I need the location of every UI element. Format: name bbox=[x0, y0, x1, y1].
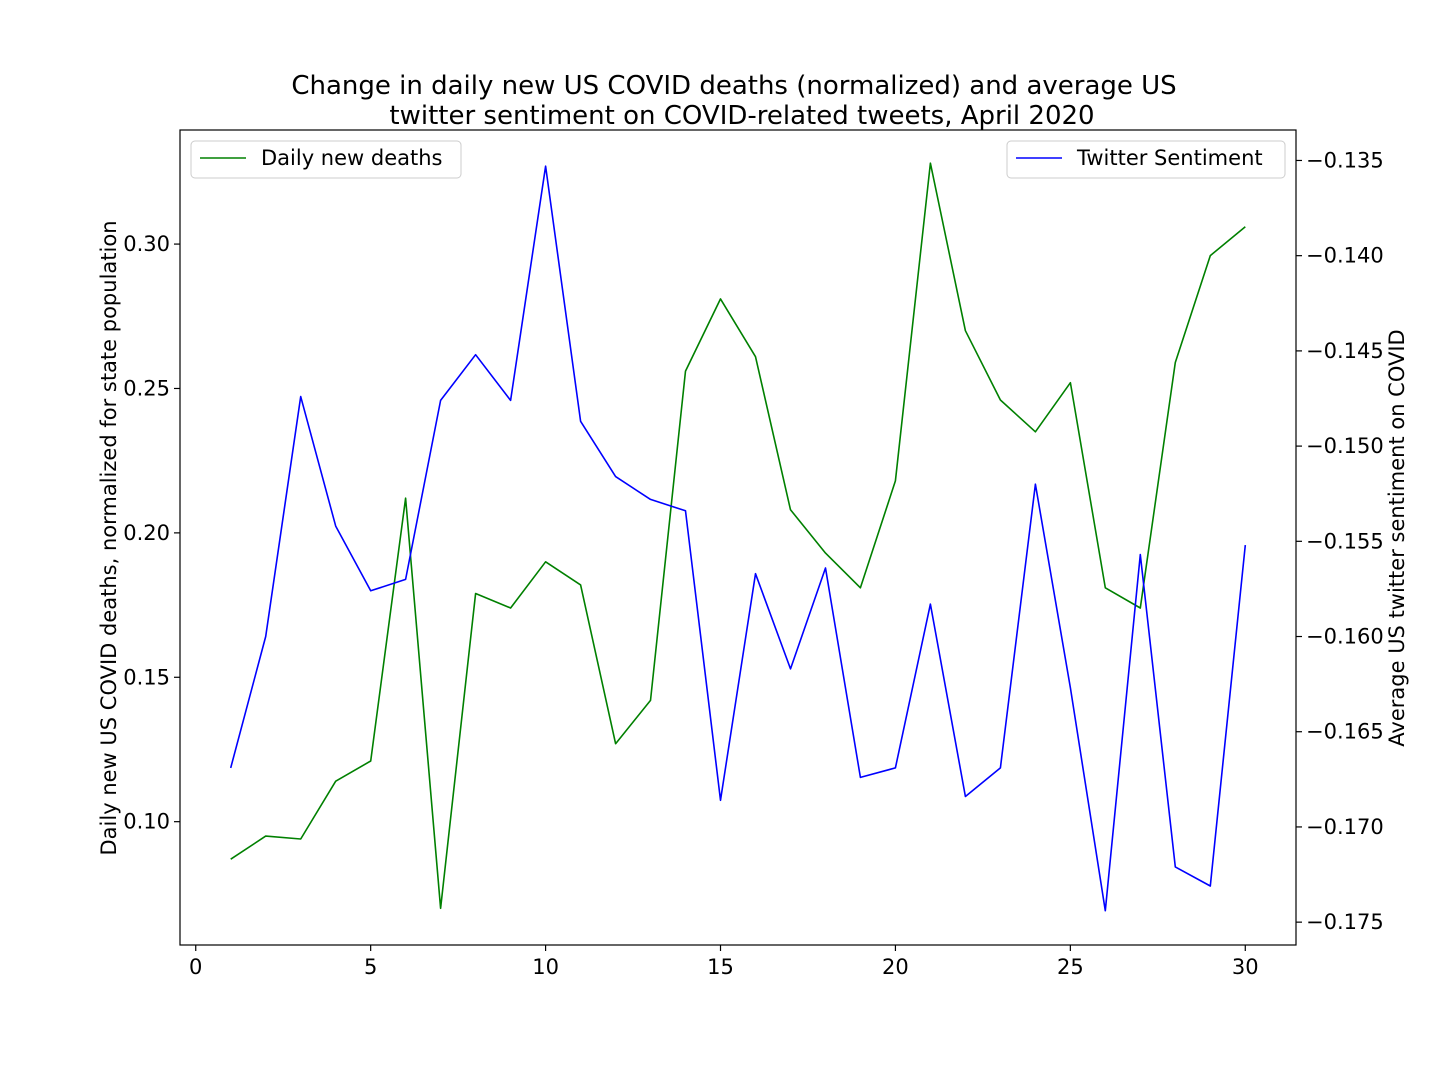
y-left-tick-label: 0.30 bbox=[123, 232, 170, 256]
series-layer bbox=[229, 162, 1247, 912]
series-twitter-sentiment-line bbox=[229, 165, 1247, 912]
y-right-tick-label: −0.135 bbox=[1306, 148, 1384, 172]
y-left-tick-label: 0.15 bbox=[123, 665, 170, 689]
x-tick-label: 15 bbox=[707, 955, 734, 979]
y-left-tick-label: 0.25 bbox=[123, 376, 170, 400]
y-right-tick-label: −0.155 bbox=[1306, 529, 1384, 553]
legend-sentiment-box bbox=[1006, 140, 1286, 179]
x-tick-label: 10 bbox=[532, 955, 559, 979]
x-axis-ticks: 0 5 10 15 20 25 30 bbox=[189, 945, 1259, 979]
chart-title-line-2: twitter sentiment on COVID-related tweet… bbox=[389, 101, 1094, 131]
legend-deaths-label: Daily new deaths bbox=[261, 146, 443, 170]
x-tick-label: 25 bbox=[1057, 955, 1084, 979]
y-right-tick-label: −0.160 bbox=[1306, 625, 1384, 649]
series-daily-new-deaths-line bbox=[230, 162, 1246, 910]
y-right-tick-label: −0.175 bbox=[1306, 910, 1384, 934]
legend-sentiment-label: Twitter Sentiment bbox=[1076, 146, 1263, 170]
chart-title-line-1: Change in daily new US COVID deaths (nor… bbox=[291, 71, 1176, 101]
x-tick-label: 0 bbox=[189, 955, 202, 979]
x-tick-label: 20 bbox=[882, 955, 909, 979]
y-left-tick-label: 0.20 bbox=[123, 521, 170, 545]
y-right-tick-label: −0.145 bbox=[1306, 339, 1384, 363]
y-right-tick-label: −0.150 bbox=[1306, 434, 1384, 458]
y-right-tick-label: −0.165 bbox=[1306, 720, 1384, 744]
legend-deaths-box bbox=[190, 140, 462, 179]
y-left-tick-label: 0.10 bbox=[123, 810, 170, 834]
y-axis-left-ticks: 0.10 0.15 0.20 0.25 0.30 bbox=[123, 232, 180, 834]
y-right-tick-label: −0.170 bbox=[1306, 815, 1384, 839]
plot-frame bbox=[179, 129, 1297, 946]
x-tick-label: 5 bbox=[364, 955, 377, 979]
legend-deaths: Daily new deaths bbox=[190, 140, 462, 179]
y-right-tick-label: −0.140 bbox=[1306, 244, 1384, 268]
y-axis-left-label: Daily new US COVID deaths, normalized fo… bbox=[97, 221, 121, 856]
x-tick-label: 30 bbox=[1232, 955, 1259, 979]
legend-sentiment: Twitter Sentiment bbox=[1006, 140, 1286, 179]
y-axis-right-label: Average US twitter sentiment on COVID bbox=[1385, 329, 1409, 746]
y-axis-right-ticks: −0.135 −0.140 −0.145 −0.150 −0.155 −0.160 −0.1… bbox=[1296, 148, 1384, 934]
